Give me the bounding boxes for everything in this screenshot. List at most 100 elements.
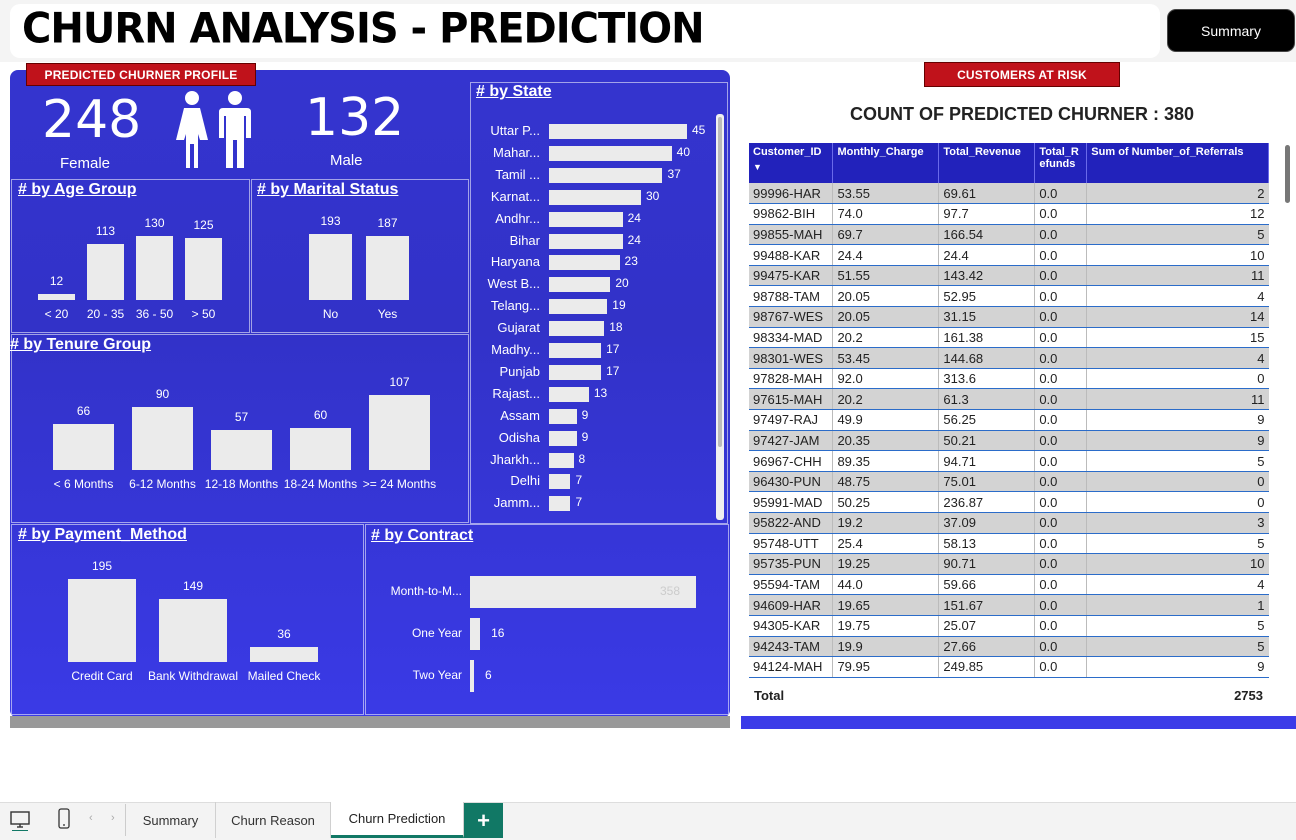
table-cell: 37.09	[938, 512, 1035, 534]
bar-label-age_group: 20 - 35	[86, 307, 125, 321]
sort-desc-icon[interactable]: ▼	[753, 162, 762, 172]
table-cell: 99855-MAH	[749, 224, 833, 246]
age-group-title[interactable]: # by Age Group	[18, 181, 137, 198]
tab-summary[interactable]: Summary	[126, 802, 216, 838]
state-bar[interactable]	[549, 255, 620, 271]
bar-payment[interactable]	[250, 646, 318, 662]
state-bar[interactable]	[549, 167, 663, 183]
table-row[interactable]: 99488-KAR 24.4 24.4 0.0 10	[749, 244, 1269, 266]
phone-icon[interactable]	[56, 808, 72, 830]
col-header-total-revenue[interactable]: Total_Revenue	[938, 143, 1036, 183]
table-row[interactable]: 98301-WES 53.45 144.68 0.0 4	[749, 347, 1269, 369]
bar-age_group[interactable]	[38, 294, 75, 300]
state-bar[interactable]	[549, 233, 623, 249]
bar-payment[interactable]	[159, 598, 227, 662]
state-bar[interactable]	[549, 321, 605, 337]
state-bar[interactable]	[549, 430, 577, 446]
tab-next-icon[interactable]: ›	[111, 812, 115, 824]
bar-tenure[interactable]	[369, 395, 430, 470]
state-bar[interactable]	[549, 145, 672, 161]
table-row[interactable]: 94609-HAR 19.65 151.67 0.0 1	[749, 594, 1269, 616]
title-container	[10, 4, 1160, 58]
state-bar-value: 30	[646, 188, 660, 203]
state-bar[interactable]	[549, 343, 602, 358]
table-row[interactable]: 97427-JAM 20.35 50.21 0.0 9	[749, 430, 1269, 452]
add-page-button[interactable]: +	[464, 803, 503, 838]
bar-marital[interactable]	[366, 236, 409, 300]
contract-bar[interactable]	[470, 618, 481, 650]
table-row[interactable]: 96967-CHH 89.35 94.71 0.0 5	[749, 450, 1269, 472]
state-title[interactable]: # by State	[476, 83, 552, 100]
bar-payment[interactable]	[68, 579, 136, 662]
state-bar[interactable]	[549, 386, 589, 402]
table-row[interactable]: 97828-MAH 92.0 313.6 0.0 0	[749, 368, 1269, 390]
table-row[interactable]: 95822-AND 19.2 37.09 0.0 3	[749, 512, 1269, 534]
bar-tenure[interactable]	[290, 427, 351, 470]
col-header-customer-id[interactable]: Customer_ID ▼	[749, 143, 834, 183]
table-row[interactable]: 98788-TAM 20.05 52.95 0.0 4	[749, 285, 1269, 308]
marital-status-title[interactable]: # by Marital Status	[257, 181, 399, 198]
bar-tenure[interactable]	[211, 430, 272, 470]
table-cell: 99862-BIH	[749, 203, 833, 225]
table-row[interactable]: 94305-KAR 19.75 25.07 0.0 5	[749, 615, 1269, 637]
state-bar[interactable]	[549, 452, 574, 468]
tenure-group-title[interactable]: # by Tenure Group	[10, 336, 152, 353]
state-bar[interactable]	[549, 124, 687, 139]
bar-value-tenure: 57	[234, 410, 249, 425]
table-row[interactable]: 99862-BIH 74.0 97.7 0.0 12	[749, 203, 1269, 225]
table-row[interactable]: 97615-MAH 20.2 61.3 0.0 11	[749, 388, 1269, 411]
table-row[interactable]: 94124-MAH 79.95 249.85 0.0 9	[749, 656, 1269, 678]
contract-bar[interactable]	[470, 660, 474, 692]
table-row[interactable]: 95991-MAD 50.25 236.87 0.0 0	[749, 491, 1269, 513]
payment-method-title[interactable]: # by Payment_Method	[18, 526, 187, 543]
state-bar-value: 24	[627, 210, 641, 225]
state-bar[interactable]	[549, 277, 611, 293]
state-bar[interactable]	[549, 364, 602, 380]
table-row[interactable]: 97497-RAJ 49.9 56.25 0.0 9	[749, 409, 1269, 431]
table-scroll-thumb[interactable]	[1285, 145, 1290, 203]
table-row[interactable]: 95748-UTT 25.4 58.13 0.0 5	[749, 533, 1269, 555]
state-bar[interactable]	[549, 408, 577, 424]
bar-tenure[interactable]	[53, 423, 114, 470]
tab-churn-prediction[interactable]: Churn Prediction	[331, 802, 464, 838]
table-scrollbar[interactable]	[1283, 143, 1293, 683]
summary-button[interactable]: Summary	[1167, 9, 1295, 52]
table-row[interactable]: 94243-TAM 19.9 27.66 0.0 5	[749, 636, 1269, 658]
table-row[interactable]: 95735-PUN 19.25 90.71 0.0 10	[749, 553, 1269, 575]
state-bar[interactable]	[549, 474, 571, 490]
bar-age_group[interactable]	[136, 236, 173, 300]
bar-tenure[interactable]	[132, 406, 193, 470]
contract-bar[interactable]	[470, 576, 696, 608]
table-row[interactable]: 99855-MAH 69.7 166.54 0.0 5	[749, 224, 1269, 246]
table-row[interactable]: 98767-WES 20.05 31.15 0.0 14	[749, 306, 1269, 328]
contract-title[interactable]: # by Contract	[371, 527, 474, 544]
table-cell: 0.0	[1034, 594, 1087, 616]
state-bar[interactable]	[549, 299, 608, 315]
table-cell: 0	[1086, 491, 1269, 513]
bar-age_group[interactable]	[87, 244, 124, 300]
table-cell: 0.0	[1034, 409, 1087, 431]
state-bar[interactable]	[549, 189, 641, 205]
desktop-icon[interactable]	[9, 809, 31, 831]
col-header-total-refunds[interactable]: Total_R efunds	[1034, 143, 1088, 183]
state-scroll-thumb[interactable]	[718, 117, 722, 447]
bar-age_group[interactable]	[185, 238, 222, 300]
table-cell: 10	[1086, 244, 1269, 266]
table-cell: 0.0	[1034, 224, 1087, 246]
col-header-monthly-charge[interactable]: Monthly_Charge	[832, 143, 940, 183]
state-bar[interactable]	[549, 496, 571, 512]
tab-churn-reason[interactable]: Churn Reason	[216, 802, 331, 838]
table-row[interactable]: 98334-MAD 20.2 161.38 0.0 15	[749, 327, 1269, 349]
table-row[interactable]: 95594-TAM 44.0 59.66 0.0 4	[749, 574, 1269, 596]
contract-bar-value: 358	[660, 584, 681, 598]
table-row[interactable]: 96430-PUN 48.75 75.01 0.0 0	[749, 471, 1269, 493]
state-bar[interactable]	[549, 211, 623, 227]
col-header-referrals[interactable]: Sum of Number_of_Referrals	[1086, 143, 1269, 183]
bar-marital[interactable]	[309, 234, 352, 300]
table-row[interactable]: 99996-HAR 53.55 69.61 0.0 2	[749, 183, 1269, 205]
table-row[interactable]: 99475-KAR 51.55 143.42 0.0 11	[749, 265, 1269, 287]
table-cell: 97828-MAH	[749, 368, 833, 390]
table-cell: 89.35	[832, 450, 939, 472]
tab-prev-icon[interactable]: ‹	[89, 812, 93, 824]
table-cell: 75.01	[938, 471, 1035, 493]
